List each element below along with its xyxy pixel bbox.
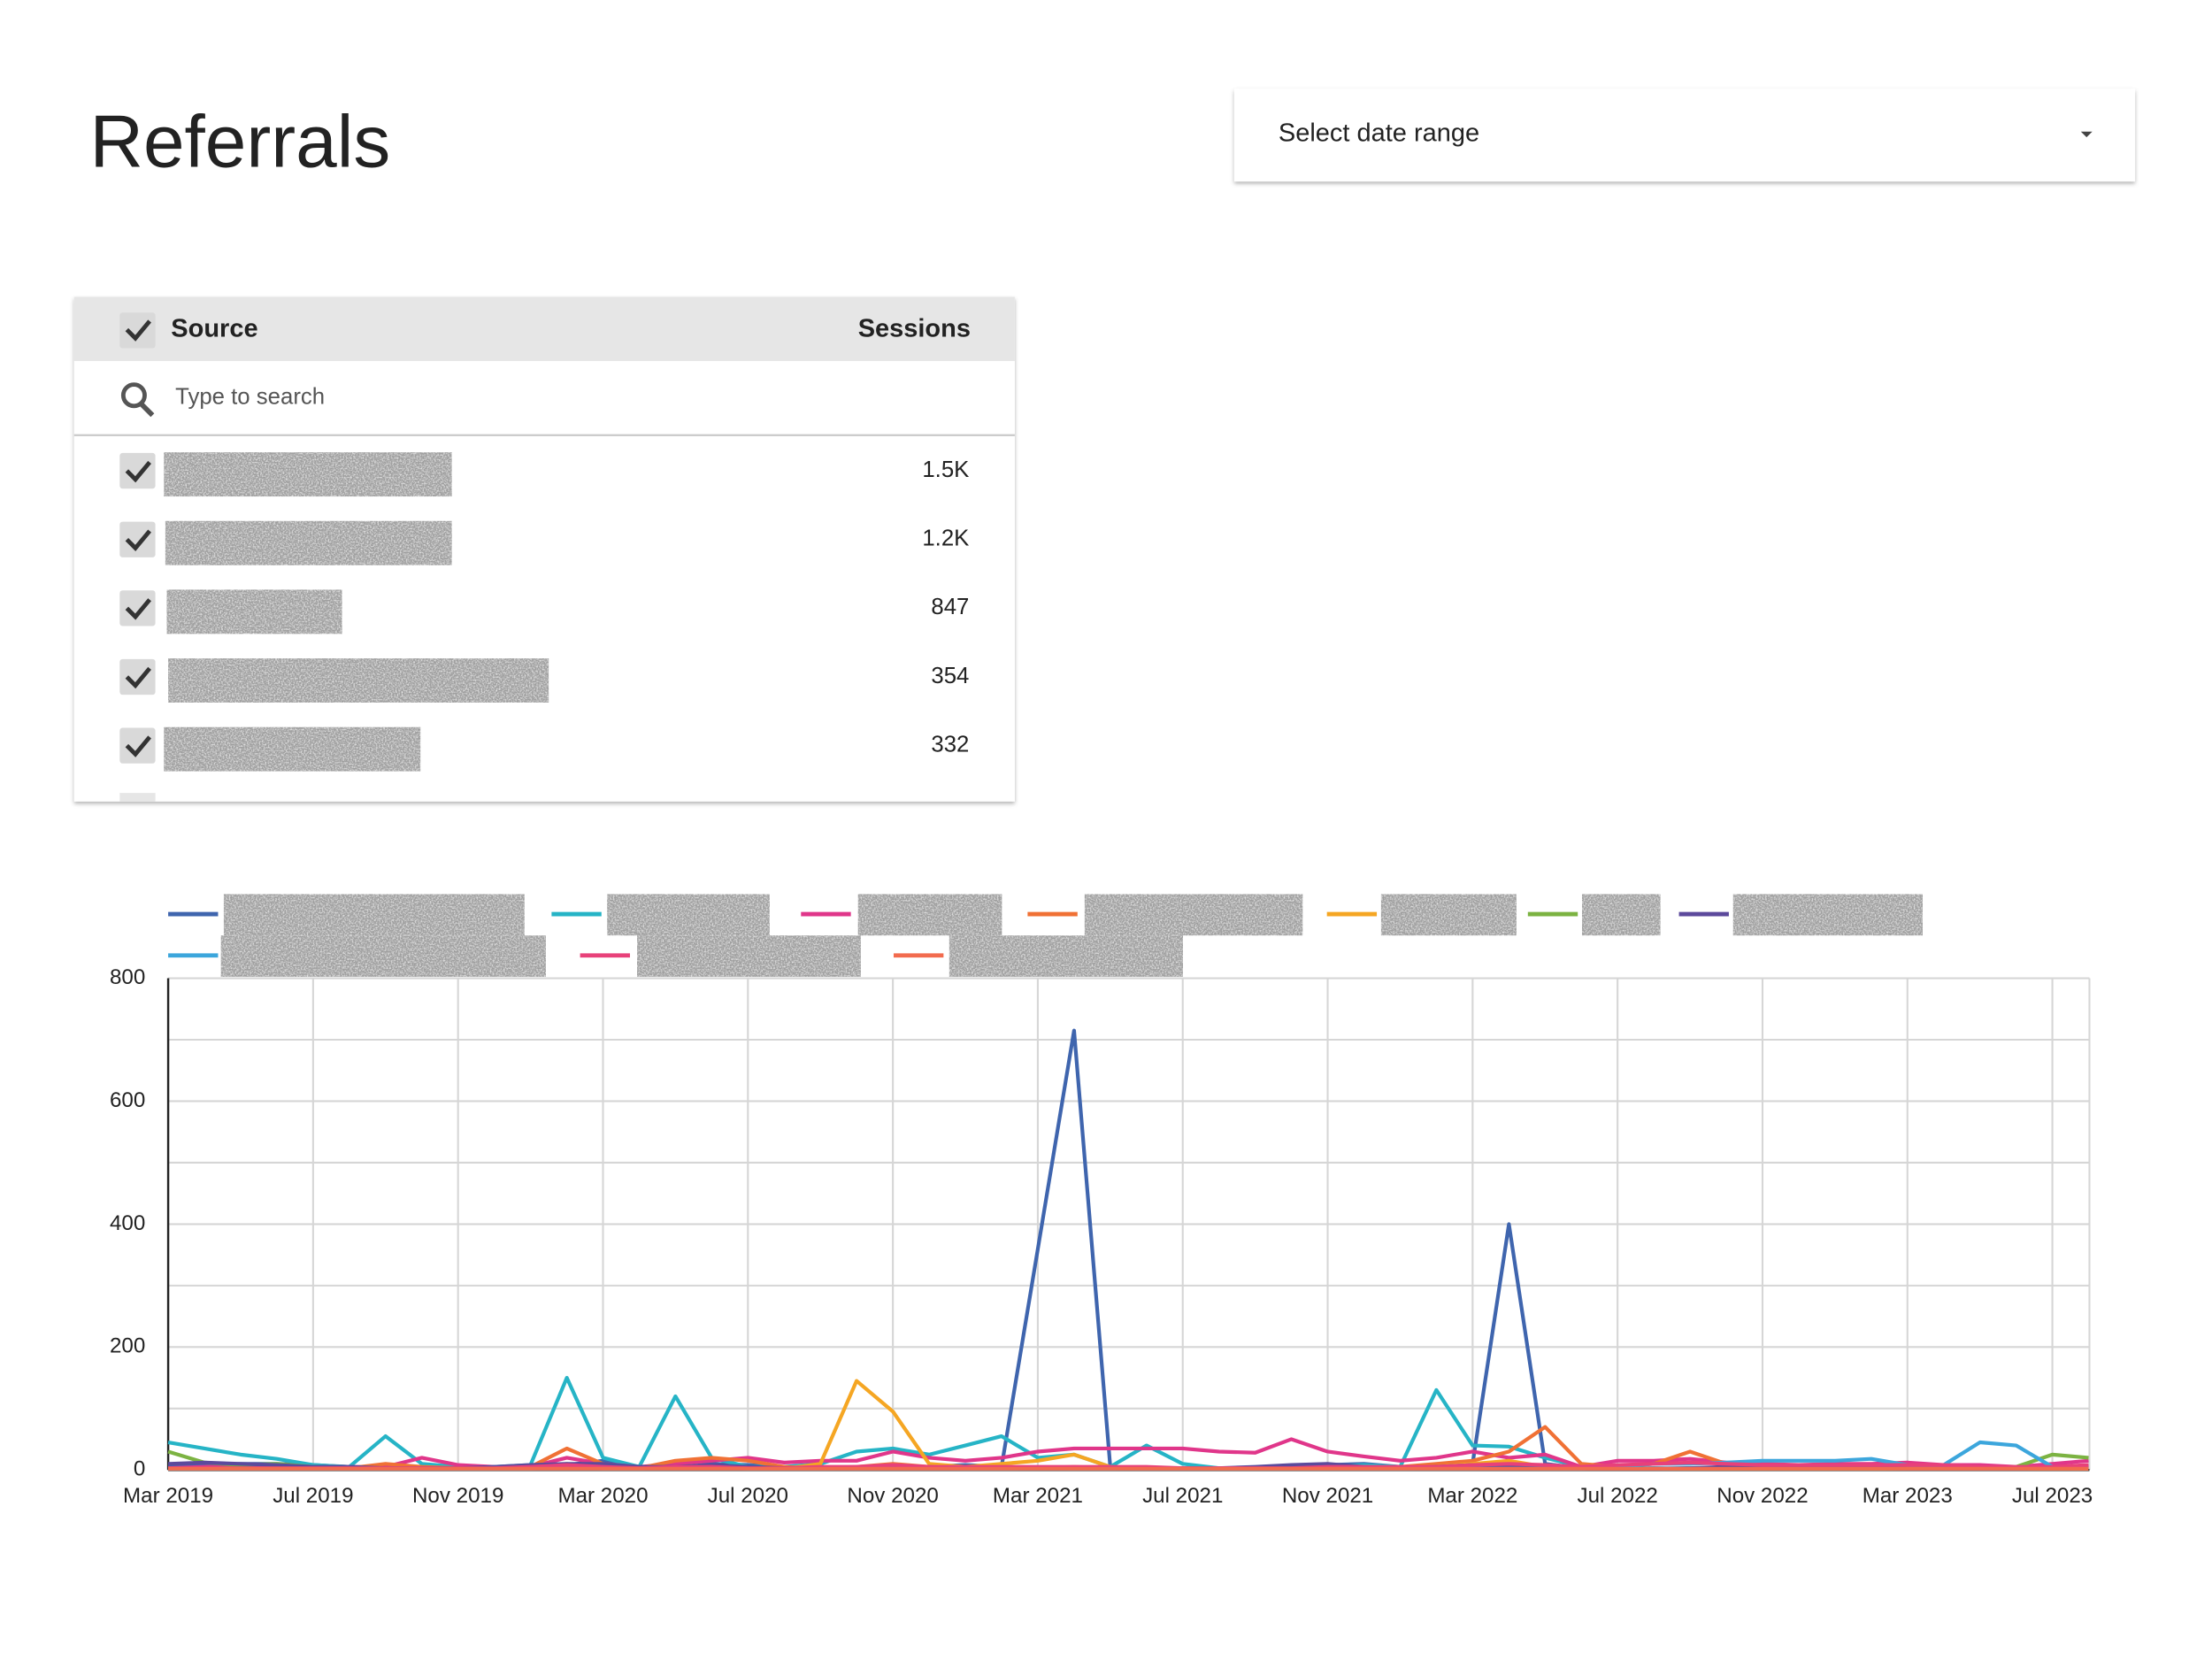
column-header[interactable]: Source [171, 314, 257, 342]
check-icon [125, 319, 151, 342]
search-input[interactable]: Type to search [175, 385, 325, 410]
sessions-value: 332 [931, 732, 969, 757]
redacted-legend-label [1582, 894, 1661, 936]
redacted-legend-label [1380, 894, 1517, 936]
row-checkbox[interactable] [119, 727, 156, 764]
check-icon [125, 529, 151, 551]
redacted-source [165, 520, 452, 565]
redacted-legend-label [223, 894, 525, 936]
row-checkbox[interactable] [119, 590, 156, 626]
line-chart: 0 200 400 600 800 Mar 2019 Jul 2019 Nov 2019 Mar… [110, 894, 2093, 1508]
series-line [167, 1028, 2089, 1471]
select-all-checkbox[interactable] [119, 312, 156, 349]
dropdown-arrow[interactable] [2080, 131, 2093, 138]
date-picker-label[interactable]: Select date range [1279, 119, 1479, 148]
table-header [73, 296, 1015, 362]
check-icon [125, 735, 151, 757]
date-picker[interactable]: Select date range [1233, 88, 2136, 182]
sessions-value: 1.2K [922, 526, 969, 551]
x-tick-label: Nov 2019 [412, 1484, 503, 1508]
redacted-legend-label [1084, 894, 1303, 936]
x-tick-label: Mar 2019 [123, 1484, 213, 1508]
x-tick-label: Jul 2020 [708, 1484, 788, 1508]
redacted-legend-label [1732, 894, 1924, 936]
x-tick-label: Nov 2022 [1717, 1484, 1808, 1508]
sessions-value: 354 [931, 664, 969, 688]
series-line [167, 1375, 2089, 1471]
x-tick-label: Mar 2022 [1427, 1484, 1517, 1508]
y-tick-label: 400 [110, 1211, 145, 1235]
redacted-legend-label [637, 935, 861, 977]
sessions-value: 847 [931, 595, 969, 619]
x-tick-label: Nov 2021 [1282, 1484, 1373, 1508]
checkbox-partial [119, 793, 156, 802]
redacted-legend-label [857, 894, 1002, 936]
y-tick-label: 200 [110, 1334, 145, 1358]
row-checkbox[interactable] [119, 521, 156, 557]
column-header[interactable]: Sessions [858, 314, 971, 342]
redacted-legend-label [949, 935, 1183, 977]
sessions-value: 1.5K [922, 457, 969, 482]
x-tick-label: Jul 2023 [2012, 1484, 2093, 1508]
redacted-legend-label [607, 894, 770, 936]
y-tick-label: 0 [134, 1457, 145, 1481]
x-tick-label: Nov 2020 [847, 1484, 938, 1508]
y-tick-label: 600 [110, 1088, 145, 1112]
search-icon-handle [139, 402, 155, 418]
check-icon [125, 666, 151, 689]
redacted-legend-label [220, 935, 546, 977]
redacted-source [164, 452, 452, 497]
check-icon [125, 598, 151, 620]
source-table: Source Sessions Type to search 1.5K 1.2K 8… [73, 296, 1015, 802]
date-picker-box[interactable] [1233, 88, 2136, 182]
redacted-source [168, 658, 549, 703]
x-tick-label: Jul 2022 [1577, 1484, 1657, 1508]
row-checkbox[interactable] [119, 452, 156, 489]
page-title: Referrals [89, 100, 390, 183]
x-tick-label: Jul 2021 [1142, 1484, 1223, 1508]
x-tick-label: Mar 2023 [1863, 1484, 1953, 1508]
x-tick-label: Jul 2019 [273, 1484, 353, 1508]
search-icon [120, 382, 147, 409]
x-tick-label: Mar 2021 [993, 1484, 1083, 1508]
row-checkbox[interactable] [119, 658, 156, 696]
redacted-source [166, 589, 342, 634]
y-tick-label: 800 [110, 965, 145, 989]
x-tick-label: Mar 2020 [557, 1484, 648, 1508]
check-icon [125, 460, 151, 483]
redacted-source [164, 726, 421, 772]
